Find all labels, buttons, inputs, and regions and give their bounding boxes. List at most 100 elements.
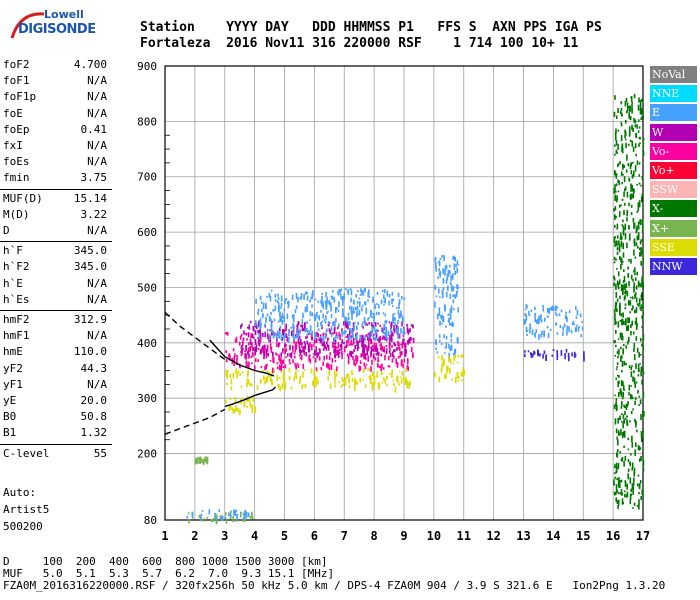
- echo-point: [642, 137, 645, 141]
- echo-point: [332, 341, 334, 348]
- echo-point: [249, 320, 252, 324]
- echo-point: [315, 346, 317, 353]
- param-label: yF1: [3, 377, 23, 391]
- echo-point: [408, 341, 410, 344]
- echo-point: [315, 352, 318, 356]
- echo-point: [623, 430, 626, 436]
- echo-point: [296, 329, 298, 332]
- echo-point: [641, 219, 644, 225]
- echo-point: [335, 336, 337, 339]
- echo-point: [631, 140, 634, 147]
- echo-point: [635, 324, 638, 331]
- echo-point: [272, 351, 274, 356]
- echo-point: [635, 242, 638, 246]
- echo-point: [225, 359, 228, 363]
- echo-point: [631, 442, 634, 448]
- echo-point: [333, 320, 336, 327]
- echo-point: [633, 348, 635, 352]
- echo-point: [232, 408, 234, 414]
- echo-point: [453, 308, 455, 311]
- echo-point: [439, 257, 442, 261]
- echo-point: [391, 371, 393, 379]
- digisonde-logo: Lowell DIGISONDE: [6, 8, 126, 44]
- echo-point: [614, 476, 617, 480]
- echo-point: [617, 143, 619, 150]
- echo-point: [292, 331, 294, 337]
- echo-point: [617, 482, 620, 488]
- echo-point: [620, 479, 623, 483]
- echo-point: [357, 340, 359, 348]
- echo-point: [617, 374, 619, 377]
- echo-point: [614, 170, 616, 175]
- echo-point: [350, 339, 353, 346]
- echo-point: [631, 103, 633, 111]
- echo-point: [401, 359, 403, 362]
- echo-point: [630, 170, 633, 175]
- echo-point: [301, 324, 304, 332]
- echo-point: [547, 332, 550, 339]
- echo-point: [642, 430, 644, 437]
- echo-point: [435, 261, 437, 268]
- echo-point: [573, 323, 575, 326]
- echo-point: [626, 326, 628, 332]
- echo-point: [285, 356, 287, 358]
- echo-point: [212, 518, 215, 522]
- echo-point: [362, 321, 364, 324]
- echo-point: [368, 296, 371, 299]
- echo-point: [282, 369, 285, 376]
- echo-point: [316, 313, 318, 317]
- echo-point: [542, 307, 545, 312]
- echo-point: [616, 500, 619, 504]
- echo-point: [380, 364, 382, 371]
- echo-point: [390, 335, 393, 342]
- echo-point: [392, 298, 395, 302]
- echo-point: [352, 337, 355, 345]
- echo-point: [371, 371, 374, 376]
- echo-point: [316, 316, 319, 319]
- echo-point: [399, 347, 401, 351]
- echo-point: [385, 326, 387, 333]
- echo-point: [262, 370, 264, 373]
- echo-point: [337, 342, 340, 349]
- echo-point: [640, 108, 643, 115]
- param-row: M(D) 3.22: [3, 208, 107, 224]
- echo-point: [254, 330, 257, 335]
- echo-point: [640, 118, 642, 120]
- echo-point: [615, 344, 617, 348]
- echo-point: [634, 309, 636, 314]
- echo-point: [229, 355, 231, 361]
- echo-point: [326, 363, 328, 368]
- echo-point: [435, 295, 438, 298]
- echo-point: [629, 461, 632, 467]
- echo-point: [292, 314, 295, 317]
- echo-point: [642, 317, 644, 321]
- echo-point: [278, 331, 280, 338]
- echo-point: [631, 296, 634, 300]
- echo-point: [259, 337, 262, 343]
- echo-point: [624, 481, 627, 487]
- echo-point: [246, 383, 248, 388]
- echo-point: [255, 358, 257, 362]
- echo-point: [639, 307, 642, 310]
- echo-point: [622, 284, 624, 290]
- echo-point: [299, 328, 301, 334]
- echo-point: [617, 430, 620, 436]
- echo-point: [380, 373, 383, 375]
- echo-point: [621, 498, 624, 505]
- echo-point: [270, 374, 272, 379]
- x-tick-label: 3: [221, 529, 228, 543]
- echo-point: [290, 326, 292, 329]
- echo-point: [633, 238, 636, 244]
- echo-point: [626, 403, 628, 408]
- echo-point: [624, 188, 626, 192]
- echo-point: [637, 474, 640, 477]
- y-tick-label: 800: [137, 115, 157, 128]
- echo-point: [303, 341, 306, 344]
- echo-point: [451, 321, 454, 327]
- echo-point: [632, 305, 634, 310]
- echo-point: [374, 357, 377, 361]
- echo-point: [259, 329, 261, 334]
- echo-point: [637, 208, 640, 212]
- echo-point: [523, 319, 526, 325]
- echo-point: [618, 211, 621, 217]
